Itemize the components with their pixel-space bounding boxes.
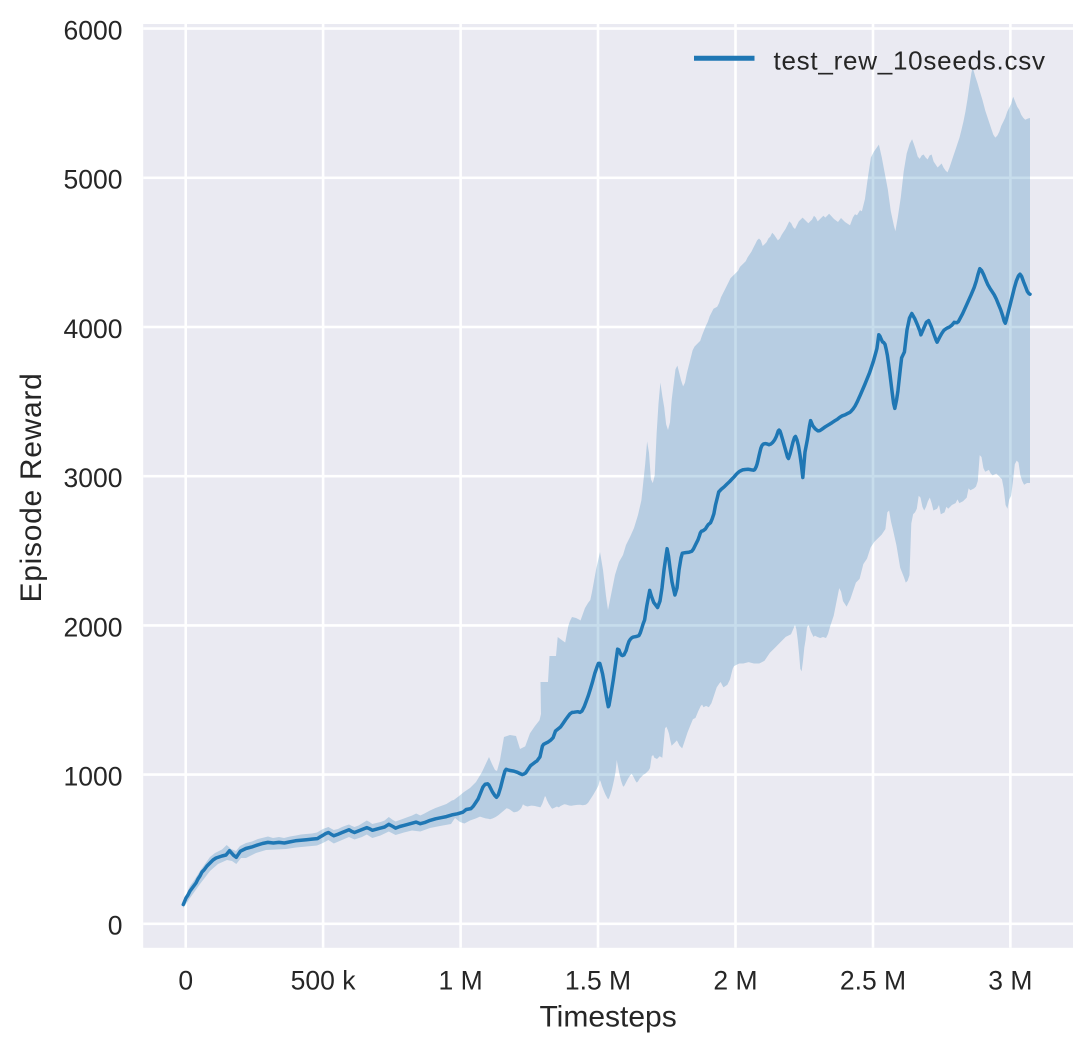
svg-text:4000: 4000 xyxy=(64,314,123,344)
svg-text:3000: 3000 xyxy=(64,463,123,493)
svg-text:0: 0 xyxy=(108,911,123,941)
svg-text:3 M: 3 M xyxy=(988,966,1032,996)
svg-text:6000: 6000 xyxy=(64,16,123,46)
svg-text:test_rew_10seeds.csv: test_rew_10seeds.csv xyxy=(774,46,1046,76)
svg-text:500 k: 500 k xyxy=(291,966,357,996)
svg-text:2.5 M: 2.5 M xyxy=(840,966,906,996)
svg-text:1 M: 1 M xyxy=(439,966,483,996)
svg-text:Episode Reward: Episode Reward xyxy=(15,373,48,603)
svg-text:0: 0 xyxy=(178,966,193,996)
svg-text:2000: 2000 xyxy=(64,612,123,642)
svg-text:1.5 M: 1.5 M xyxy=(565,966,631,996)
svg-text:2 M: 2 M xyxy=(713,966,757,996)
svg-text:5000: 5000 xyxy=(64,165,123,195)
svg-text:Timesteps: Timesteps xyxy=(539,1001,676,1034)
svg-text:1000: 1000 xyxy=(64,762,123,792)
